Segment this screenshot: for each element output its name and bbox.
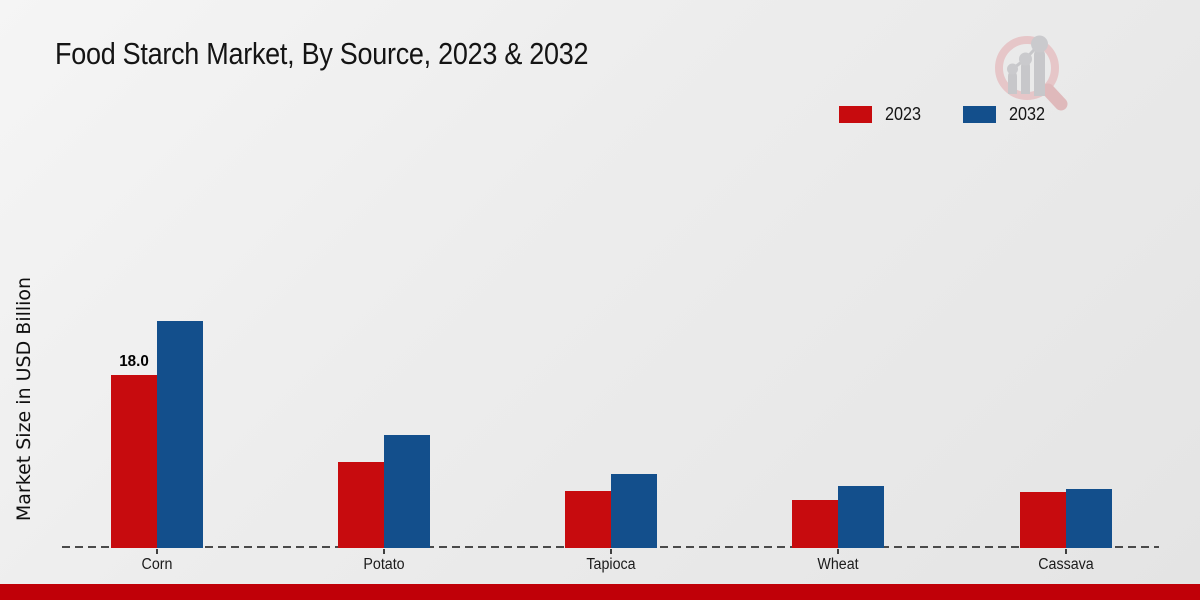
bar-cassava-2023 — [1019, 492, 1066, 548]
category-label-wheat: Wheat — [817, 556, 859, 573]
x-tick-potato — [383, 549, 385, 554]
category-label-potato: Potato — [363, 556, 405, 573]
magnifier-growth-chart-logo — [995, 35, 1068, 111]
bar-wheat-2023 — [792, 500, 838, 548]
x-tick-wheat — [837, 549, 839, 554]
category-label-cassava: Cassava — [1037, 556, 1094, 573]
legend-label-2023: 2023 — [885, 104, 922, 124]
x-tick-corn — [156, 549, 158, 554]
legend: 2023 2032 — [839, 104, 1049, 125]
legend-label-2032: 2032 — [1009, 104, 1046, 124]
bar-corn-2032 — [157, 321, 203, 548]
x-tick-tapioca — [610, 549, 612, 554]
category-label-corn: Corn — [141, 556, 173, 573]
bar-wheat-2032 — [838, 486, 884, 548]
category-label-tapioca: Tapioca — [586, 556, 636, 573]
footer-accent-band — [0, 584, 1200, 600]
legend-swatch-2023 — [839, 106, 872, 123]
bar-tapioca-2032 — [611, 474, 657, 548]
x-tick-cassava — [1064, 549, 1067, 554]
legend-item-2032: 2032 — [963, 104, 1049, 125]
bar-potato-2023 — [338, 462, 384, 548]
bar-tapioca-2023 — [565, 491, 611, 548]
legend-item-2023: 2023 — [839, 104, 925, 125]
chart-title: Food Starch Market, By Source, 2023 & 20… — [55, 36, 589, 71]
bar-value-label-corn-2023: 18.0 — [119, 353, 149, 370]
bar-cassava-2032 — [1065, 489, 1112, 548]
bar-corn-2023 — [111, 375, 157, 548]
bar-potato-2032 — [384, 435, 430, 548]
legend-swatch-2032 — [963, 106, 997, 123]
